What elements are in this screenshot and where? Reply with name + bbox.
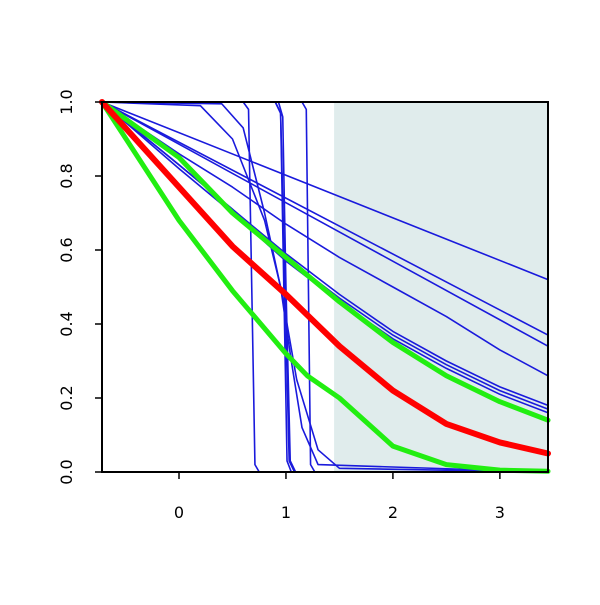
series-line-thin-0 bbox=[101, 101, 549, 281]
y-tick-label-0: 0.0 bbox=[57, 459, 76, 484]
axis-layer: 0 1 2 3 0.0 0.2 0.4 0.6 0.8 1.0 bbox=[57, 89, 549, 522]
plot-frame bbox=[101, 101, 549, 473]
y-tick-label-3: 0.6 bbox=[57, 237, 76, 262]
y-tick-label-2: 0.4 bbox=[57, 311, 76, 336]
x-tick-label-0: 0 bbox=[174, 503, 184, 522]
x-tick-label-3: 3 bbox=[495, 503, 505, 522]
series-line-thin-1 bbox=[101, 101, 549, 336]
series-line-thin-3 bbox=[101, 101, 549, 377]
y-tick-label-4: 0.8 bbox=[57, 163, 76, 188]
y-tick-label-5: 1.0 bbox=[57, 89, 76, 114]
y-tick-label-1: 0.2 bbox=[57, 385, 76, 410]
series-line-green-14 bbox=[99, 99, 551, 423]
series-line-red-15 bbox=[99, 99, 551, 457]
series-line-thin-2 bbox=[101, 101, 549, 348]
series-line-thin-6 bbox=[101, 101, 549, 407]
x-tick-label-2: 2 bbox=[388, 503, 398, 522]
series-line-green-16 bbox=[99, 99, 551, 474]
x-tick-label-1: 1 bbox=[281, 503, 291, 522]
